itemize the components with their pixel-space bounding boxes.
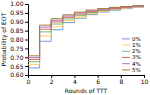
tick-label: 6 xyxy=(96,78,100,85)
tick-label: 0.70 xyxy=(10,54,24,61)
legend-label: 1% xyxy=(132,42,141,48)
legend-item: 0% xyxy=(122,36,141,42)
plot: 0 2 4 6 8 10 0.600.65 0.70 0.75 0.80 0.85 0.90 0.95 1… xyxy=(0,0,148,94)
tick-label: 0.75 xyxy=(10,45,24,52)
legend-swatch xyxy=(122,51,130,52)
legend-item: 1% xyxy=(122,42,141,48)
series-line xyxy=(28,6,144,68)
tick: 0.65 xyxy=(10,63,28,70)
tick: 0.60 xyxy=(10,71,28,78)
legend-label: 0% xyxy=(132,36,141,42)
tick: 0.95 xyxy=(10,9,28,16)
legend-item: 3% xyxy=(122,54,141,60)
tick-label: 0.95 xyxy=(10,9,24,16)
y-axis: 0.600.65 0.70 0.75 0.80 0.85 0.90 0.95 1.00 xyxy=(10,0,28,78)
legend-label: 5% xyxy=(132,67,141,73)
tick: 1.00 xyxy=(10,0,28,7)
legend-swatch xyxy=(122,57,130,58)
legend-label: 3% xyxy=(132,54,141,60)
tick-label: 0.90 xyxy=(10,18,24,25)
tick: 0.70 xyxy=(10,54,28,61)
series-line xyxy=(28,6,144,65)
y-axis-line xyxy=(25,5,29,76)
legend-swatch xyxy=(122,69,130,70)
tick: 10 xyxy=(141,75,149,85)
tick-label: 0.80 xyxy=(10,36,24,43)
tick-mark xyxy=(25,13,28,14)
tick-label: 0.60 xyxy=(10,71,24,78)
legend: 0%1%2%3%4%5% xyxy=(122,36,141,73)
tick-label: 4 xyxy=(73,78,77,85)
series-line xyxy=(28,5,144,57)
x-axis-title: Rounds of TTT xyxy=(65,87,108,94)
tick-mark xyxy=(25,22,28,23)
legend-swatch xyxy=(122,63,130,64)
legend-item: 4% xyxy=(122,61,141,67)
tick: 0.75 xyxy=(10,45,28,52)
tick: 0.80 xyxy=(10,36,28,43)
tick-label: 0 xyxy=(27,78,31,85)
tick-label: 0.65 xyxy=(10,63,24,70)
chart: 0 2 4 6 8 10 0.600.65 0.70 0.75 0.80 0.85 0.90 0.95 1… xyxy=(0,0,150,95)
tick: 4 xyxy=(73,75,77,85)
series-line xyxy=(28,5,144,56)
tick-mark xyxy=(25,4,28,5)
legend-label: 2% xyxy=(132,48,141,54)
tick: 0 xyxy=(27,75,31,85)
series-line xyxy=(28,5,144,59)
tick-mark xyxy=(25,66,28,67)
legend-swatch xyxy=(122,45,130,46)
tick: 8 xyxy=(119,75,123,85)
series-line xyxy=(28,6,144,62)
tick-label: 0.85 xyxy=(10,27,24,34)
tick-mark xyxy=(25,48,28,49)
legend-item: 5% xyxy=(122,67,141,73)
tick-mark xyxy=(25,75,28,76)
tick-mark xyxy=(25,57,28,58)
legend-label: 4% xyxy=(132,61,141,67)
x-axis: 0 2 4 6 8 10 xyxy=(27,75,149,85)
legend-item: 2% xyxy=(122,48,141,54)
tick: 6 xyxy=(96,75,100,85)
tick: 2 xyxy=(50,75,54,85)
tick-label: 10 xyxy=(141,78,149,85)
tick-label: 8 xyxy=(119,78,123,85)
tick-mark xyxy=(25,31,28,32)
legend-swatch xyxy=(122,38,130,39)
tick: 0.85 xyxy=(10,27,28,34)
x-axis-line xyxy=(29,76,145,79)
tick-label: 2 xyxy=(50,78,54,85)
y-axis-title: Probability of EOT xyxy=(0,12,8,66)
lines xyxy=(28,5,144,68)
tick-label: 1.00 xyxy=(10,0,24,7)
tick: 0.90 xyxy=(10,18,28,25)
tick-mark xyxy=(25,40,28,41)
